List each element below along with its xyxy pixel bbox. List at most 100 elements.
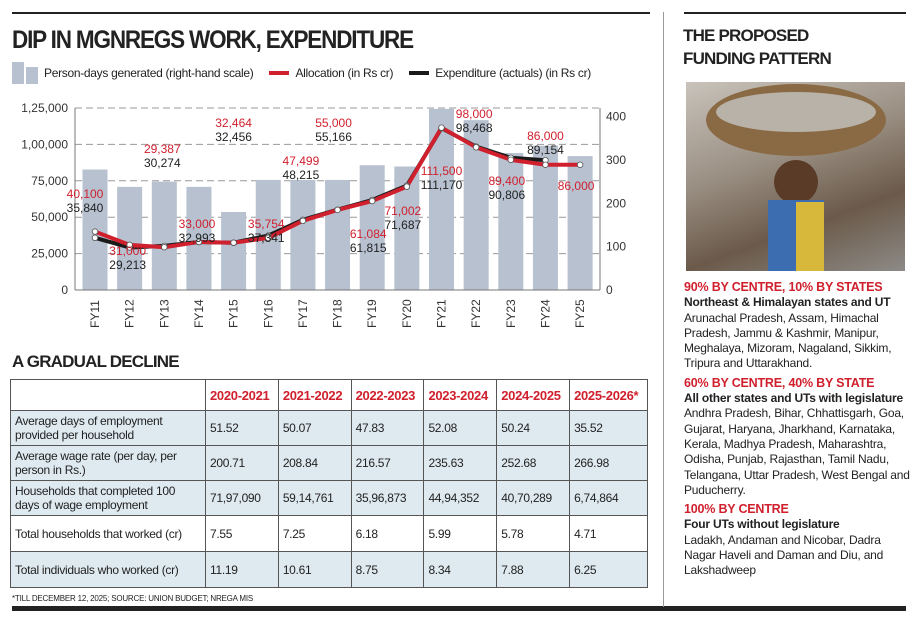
expenditure-label: 32,993 [179, 231, 216, 245]
table-cell: 35.52 [569, 410, 648, 446]
x-axis-tick: FY13 [157, 299, 171, 328]
table-corner [10, 379, 206, 411]
allocation-point [576, 161, 584, 168]
column-header: 2023-2024 [423, 379, 498, 411]
legend: Person-days generated (right-hand scale)… [12, 62, 591, 84]
expenditure-label: 30,274 [144, 156, 181, 170]
table-cell: 208.84 [277, 445, 352, 481]
legend-allocation-swatch [269, 71, 290, 75]
allocation-point [403, 183, 411, 190]
allocation-label: 71,002 [384, 204, 421, 218]
table-cell: 6.25 [569, 551, 648, 588]
allocation-label: 86,000 [527, 129, 564, 143]
x-axis-tick: FY11 [88, 300, 102, 328]
table-cell: 5.78 [496, 515, 571, 552]
legend-bars-label: Person-days generated (right-hand scale) [44, 66, 254, 80]
worker-head [774, 160, 818, 204]
table-cell: 71,97,090 [205, 480, 279, 516]
bar-person-days [359, 165, 385, 290]
allocation-label: 98,000 [456, 107, 493, 121]
basket-load [716, 92, 876, 132]
funding-share-heading: 100% BY CENTRE [684, 502, 789, 517]
table-row: Households that completed 100 days of wa… [10, 480, 648, 516]
row-label: Total households that worked (cr) [10, 515, 206, 552]
allocation-label: 61,084 [350, 227, 387, 241]
allocation-point [230, 239, 237, 246]
x-axis-tick: FY19 [365, 299, 379, 328]
bar-person-days [498, 153, 524, 290]
column-header: 2020-2021 [205, 379, 279, 411]
left-axis-tick: 75,000 [31, 174, 68, 188]
bar-person-days [429, 108, 454, 290]
table-cell: 235.63 [423, 445, 498, 481]
table-cell: 50.24 [496, 410, 571, 446]
bottom-rule [12, 606, 906, 611]
x-axis-tick: FY15 [227, 299, 241, 328]
expenditure-label: 48,215 [283, 168, 320, 182]
funding-group: Four UTs without legislature [684, 517, 840, 532]
allocation-point [161, 244, 168, 251]
bar-person-days [325, 179, 351, 290]
combo-chart: 0 25,000 50,000 75,000 1,00,000 1,25,000 0 100 2… [21, 101, 626, 328]
right-axis-tick: 300 [606, 153, 626, 167]
top-rule-left [12, 12, 650, 14]
column-divider [663, 12, 664, 607]
allocation-label: 111,500 [421, 164, 463, 178]
left-axis-tick: 1,25,000 [21, 101, 68, 115]
table-cell: 47.83 [350, 410, 425, 446]
column-header: 2022-2023 [350, 379, 425, 411]
table-cell: 52.08 [423, 410, 498, 446]
table-cell: 8.75 [350, 551, 425, 588]
left-axis-tick: 50,000 [31, 210, 68, 224]
table-cell: 252.68 [496, 445, 571, 481]
sidebar-title: THE PROPOSED FUNDING PATTERN [683, 26, 832, 68]
column-header: 2025-2026* [569, 379, 648, 411]
table-cell: 7.55 [205, 515, 279, 552]
expenditure-label: 111,170 [421, 178, 463, 192]
funding-states: Arunachal Pradesh, Assam, Himachal Prade… [684, 310, 892, 371]
expenditure-label: 29,213 [109, 258, 146, 272]
footnote: *TILL DECEMBER 12, 2025; SOURCE: UNION B… [12, 594, 254, 603]
allocation-point [265, 234, 272, 242]
expenditure-label: 89,154 [527, 143, 564, 157]
allocation-label: 40,100 [67, 187, 104, 201]
worker-scarf [796, 202, 824, 271]
data-table: 2020-2021 2021-2022 2022-2023 2023-2024 … [10, 379, 648, 588]
table-row: Total individuals who worked (cr) 11.19 10… [10, 551, 648, 588]
bar-person-days [117, 186, 143, 290]
funding-section: 90% BY CENTRE, 10% BY STATES Northeast &… [684, 280, 914, 372]
table-cell: 10.61 [277, 551, 352, 588]
table-cell: 266.98 [569, 445, 648, 481]
row-label: Households that completed 100 days of wa… [10, 480, 206, 516]
table-cell: 35,96,873 [350, 480, 425, 516]
funding-group: All other states and UTs with legislatur… [684, 391, 903, 406]
allocation-label: 33,000 [179, 217, 216, 231]
funding-states: Andhra Pradesh, Bihar, Chhattisgarh, Goa… [684, 406, 910, 497]
x-axis-tick: FY21 [435, 299, 449, 328]
table-row: Total households that worked (cr) 7.55 7.2… [10, 515, 648, 552]
allocation-label: 32,464 [215, 116, 252, 130]
funding-section: 60% BY CENTRE, 40% BY STATE All other st… [684, 376, 914, 498]
funding-share-heading: 90% BY CENTRE, 10% BY STATES [684, 280, 883, 294]
expenditure-label: 37,341 [248, 231, 285, 245]
legend-expenditure-swatch [409, 71, 430, 75]
table-cell: 4.71 [569, 515, 648, 552]
table-cell: 44,94,352 [423, 480, 498, 516]
allocation-label: 89,400 [488, 174, 525, 188]
table-cell: 40,70,289 [496, 480, 571, 516]
table-row: Average wage rate (per day, per person i… [10, 445, 648, 481]
bar-person-days [221, 212, 247, 290]
funding-states: Ladakh, Andaman and Nicobar, Dadra Nagar… [684, 532, 884, 578]
expenditure-label: 55,166 [315, 130, 352, 144]
expenditure-label: 98,468 [456, 121, 493, 135]
expenditure-label: 90,806 [488, 188, 525, 202]
bar-person-days [532, 145, 558, 290]
allocation-label: 86,000 [558, 179, 595, 193]
funding-section: 100% BY CENTRE Four UTs without legislat… [684, 502, 914, 578]
funding-share-heading: 60% BY CENTRE, 40% BY STATE [684, 375, 875, 390]
x-axis-tick: FY24 [538, 299, 552, 328]
x-axis-tick: FY16 [261, 299, 275, 328]
expenditure-label: 71,687 [384, 218, 421, 232]
allocation-point [195, 238, 203, 246]
row-label: Average wage rate (per day, per person i… [10, 445, 206, 481]
